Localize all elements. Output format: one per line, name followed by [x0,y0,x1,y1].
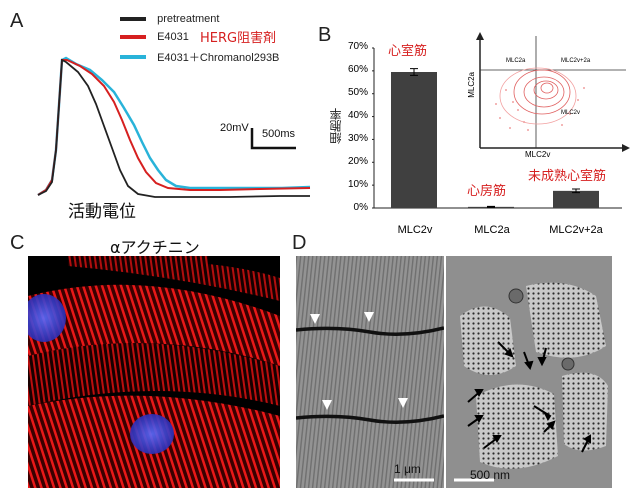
cell-gap [208,256,280,278]
cell-band [28,284,280,366]
inset-x-arrow [622,144,630,152]
arrowhead-marker [310,314,320,324]
ytick-label: 30% [347,133,368,144]
alpha-actinin-micrograph [28,256,280,488]
category-label: MLC2v+2a [549,224,603,236]
ytick-label: 20% [347,156,368,167]
annotation-ventricular: 心室筋 [388,44,428,59]
em-scale-label-right: 500 nm [470,468,511,482]
inset-xlabel: MLC2v [525,150,551,159]
myofibril-bundle [476,384,558,469]
bar-mlc2v-2a [553,190,599,208]
nucleus [28,294,66,342]
panel-a-caption: 活動電位 [68,202,136,222]
cell-band [28,343,280,406]
arrowhead-marker [364,312,374,322]
legend-label: E4031 [157,30,189,43]
ytick-label: 40% [347,110,368,121]
myofibril-bundle [460,306,516,375]
error-bar [410,68,418,76]
annotation-immature: 未成熟心室筋 [528,169,607,184]
bar-mlc2v [391,72,437,208]
error-bar [487,205,495,208]
scale-ms-label: 500ms [262,128,296,140]
error-bar [572,188,580,194]
arrows [467,341,591,453]
legend-label: E4031＋Chromanol293B [157,51,280,64]
legend-swatch [120,34,146,39]
em-longitudinal [296,256,444,488]
inset-y-arrow [476,32,484,40]
em-background [296,256,444,488]
inset-quadrant-label: MLC2v [561,110,581,116]
ytick-label: 0% [353,202,368,213]
flow-cytometry-inset [476,32,630,152]
legend-note: HERG阻害剤 [200,31,277,46]
panel-c-letter: C [10,232,25,254]
category-label: MLC2v [397,224,433,236]
legend-item-pretreatment: pretreatment [120,8,220,25]
mitochondrion [561,357,575,371]
panel-a-letter: A [10,10,24,32]
arrowhead-marker [322,400,332,410]
scale-mv-label: 20mV [220,122,249,134]
em-scale-label-left: 1 μm [394,462,421,476]
panel-c-title: αアクチニン [110,238,200,257]
legend-label: pretreatment [157,12,220,25]
legend-swatch [120,16,146,21]
panel-d-letter: D [292,232,307,254]
z-disc [296,326,444,336]
legend-item-chromanol: E4031＋Chromanol293B [120,46,280,64]
nucleus [130,414,174,454]
myofibril-bundle [562,372,608,451]
inset-quadrant-label: MLC2a [506,58,526,64]
ytick-label: 10% [347,179,368,190]
category-label: MLC2a [474,224,510,236]
em-overlay [296,256,444,488]
ytick-label: 60% [347,64,368,75]
legend-swatch [120,54,146,59]
action-potential-plot [37,56,311,198]
inset-quadrant-label: MLC2v+2a [561,58,591,64]
trace-pretreatment [37,58,310,198]
panel-b-letter: B [318,24,332,46]
legend-item-e4031: E4031 HERG阻害剤 [120,26,277,46]
em-cross-section [446,256,612,488]
inset-ylabel: MLC2a [467,72,476,98]
annotation-atrial: 心房筋 [467,184,507,199]
scale-bar [250,128,296,150]
legend-a: pretreatment E4031 HERG阻害剤 E4031＋Chroman… [120,8,320,68]
inset-density-contours [499,67,577,125]
cell-band [68,256,280,301]
myofibril-bundle [526,282,606,358]
ytick-label: 70% [347,41,368,52]
ytick-label: 50% [347,87,368,98]
trace-chromanol [37,56,311,197]
mitochondrion [508,288,524,304]
bar-chart [372,47,622,209]
z-disc [296,414,444,424]
arrowhead-marker [398,398,408,408]
inset-scatter-dots [495,87,585,131]
